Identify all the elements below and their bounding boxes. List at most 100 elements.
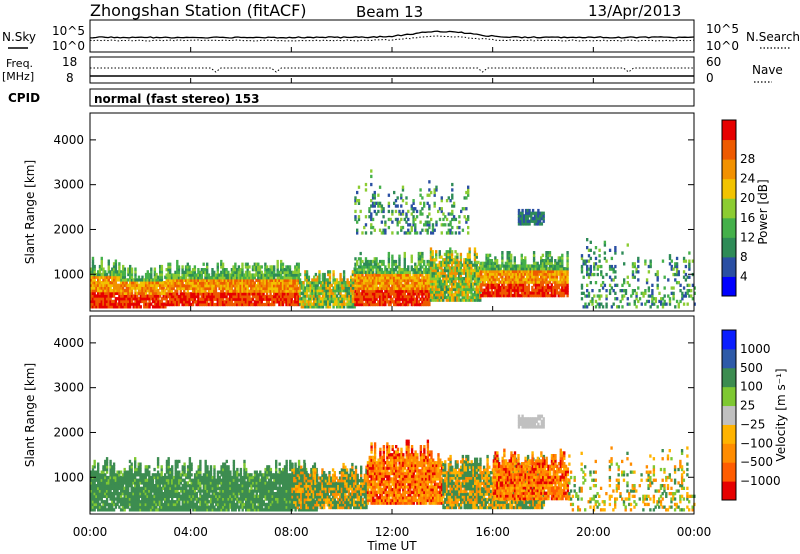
heatmap-cell — [230, 278, 234, 282]
heatmap-cell — [339, 281, 342, 285]
heatmap-cell — [316, 305, 319, 309]
heatmap-cell — [524, 280, 527, 284]
heatmap-cell — [213, 278, 216, 282]
heatmap-cell — [228, 292, 232, 296]
heatmap-cell — [626, 302, 629, 306]
heatmap-cell — [550, 259, 553, 263]
heatmap-cell — [170, 273, 174, 277]
heatmap-cell — [387, 201, 391, 205]
heatmap-cell — [225, 294, 228, 299]
heatmap-cell — [401, 302, 405, 307]
heatmap-cell — [127, 302, 130, 306]
heatmap-cell — [370, 270, 373, 274]
heatmap-cell — [134, 267, 137, 271]
heatmap-cell — [207, 297, 211, 301]
heatmap-cell — [351, 272, 355, 277]
heatmap-cell — [410, 302, 413, 307]
heatmap-cell — [200, 294, 204, 299]
heatmap-cell — [164, 291, 167, 295]
heatmap-cell — [116, 484, 119, 488]
heatmap-cell — [257, 297, 260, 301]
heatmap-cell — [186, 270, 189, 274]
heatmap-cell — [440, 231, 443, 235]
heatmap-cell — [501, 251, 504, 255]
heatmap-cell — [396, 217, 399, 222]
heatmap-cell — [125, 494, 128, 498]
heatmap-cell — [346, 281, 349, 285]
heatmap-cell — [501, 259, 504, 263]
heatmap-cell — [384, 273, 387, 277]
heatmap-cell — [515, 283, 518, 287]
heatmap-cell — [677, 305, 680, 309]
heatmap-cell — [262, 278, 265, 282]
heatmap-cell — [373, 204, 376, 208]
heatmap-cell — [127, 478, 130, 482]
heatmap-cell — [433, 263, 436, 267]
heatmap-cell — [211, 297, 214, 301]
heatmap-cell — [123, 278, 127, 282]
heatmap-cell — [204, 284, 207, 288]
heatmap-cell — [366, 294, 369, 299]
heatmap-cell — [294, 276, 297, 280]
heatmap-cell — [112, 478, 116, 482]
colorbar-tick-label: 24 — [740, 172, 755, 186]
heatmap-cell — [541, 285, 545, 290]
heatmap-cell — [564, 277, 567, 282]
heatmap-cell — [244, 278, 248, 282]
heatmap-cell — [251, 281, 255, 285]
heatmap-cell — [475, 252, 478, 257]
heatmap-cell — [204, 292, 207, 296]
heatmap-cell — [386, 270, 389, 274]
heatmap-cell — [534, 285, 538, 290]
heatmap-cell — [356, 300, 359, 304]
heatmap-cell — [300, 297, 303, 301]
heatmap-cell — [414, 297, 417, 301]
heatmap-cell — [351, 294, 355, 298]
heatmap-cell — [129, 294, 132, 298]
heatmap-cell — [150, 291, 153, 295]
heatmap-cell — [431, 277, 434, 281]
heatmap-cell — [538, 285, 541, 290]
heatmap-cell — [412, 281, 415, 285]
heatmap-cell — [107, 299, 110, 304]
heatmap-cell — [359, 302, 362, 307]
heatmap-cell — [207, 284, 211, 288]
heatmap-cell — [485, 272, 488, 276]
heatmap-cell — [359, 268, 362, 272]
heatmap-cell — [112, 494, 116, 498]
heatmap-cell — [350, 289, 353, 293]
heatmap-cell — [442, 285, 445, 289]
heatmap-cell — [419, 212, 422, 216]
heatmap-cell — [364, 286, 368, 291]
heatmap-cell — [523, 216, 526, 221]
heatmap-cell — [410, 292, 413, 296]
heatmap-cell — [370, 204, 373, 208]
heatmap-cell — [118, 270, 121, 274]
heatmap-cell — [424, 220, 428, 224]
heatmap-cell — [288, 297, 292, 301]
heatmap-cell — [118, 299, 121, 304]
heatmap-cell — [380, 294, 384, 299]
heatmap-cell — [364, 289, 368, 293]
heatmap-cell — [371, 268, 375, 272]
heatmap-cell — [459, 293, 463, 297]
heatmap-cell — [109, 270, 112, 274]
heatmap-cell — [181, 302, 184, 307]
heatmap-cell — [281, 268, 285, 272]
heatmap-cell — [424, 223, 428, 227]
heatmap-cell — [477, 277, 480, 281]
heatmap-cell — [566, 283, 569, 287]
heatmap-cell — [348, 291, 351, 295]
heatmap-cell — [472, 271, 475, 275]
heatmap-cell — [550, 261, 553, 265]
heatmap-cell — [255, 262, 258, 266]
heatmap-cell — [170, 300, 174, 304]
heatmap-cell — [116, 275, 119, 279]
heatmap-cell — [433, 271, 436, 275]
heatmap-cell — [450, 274, 454, 278]
heatmap-cell — [122, 291, 125, 295]
heatmap-cell — [452, 279, 456, 283]
heatmap-cell — [452, 204, 456, 208]
heatmap-cell — [443, 271, 447, 275]
heatmap-cell — [480, 272, 483, 276]
